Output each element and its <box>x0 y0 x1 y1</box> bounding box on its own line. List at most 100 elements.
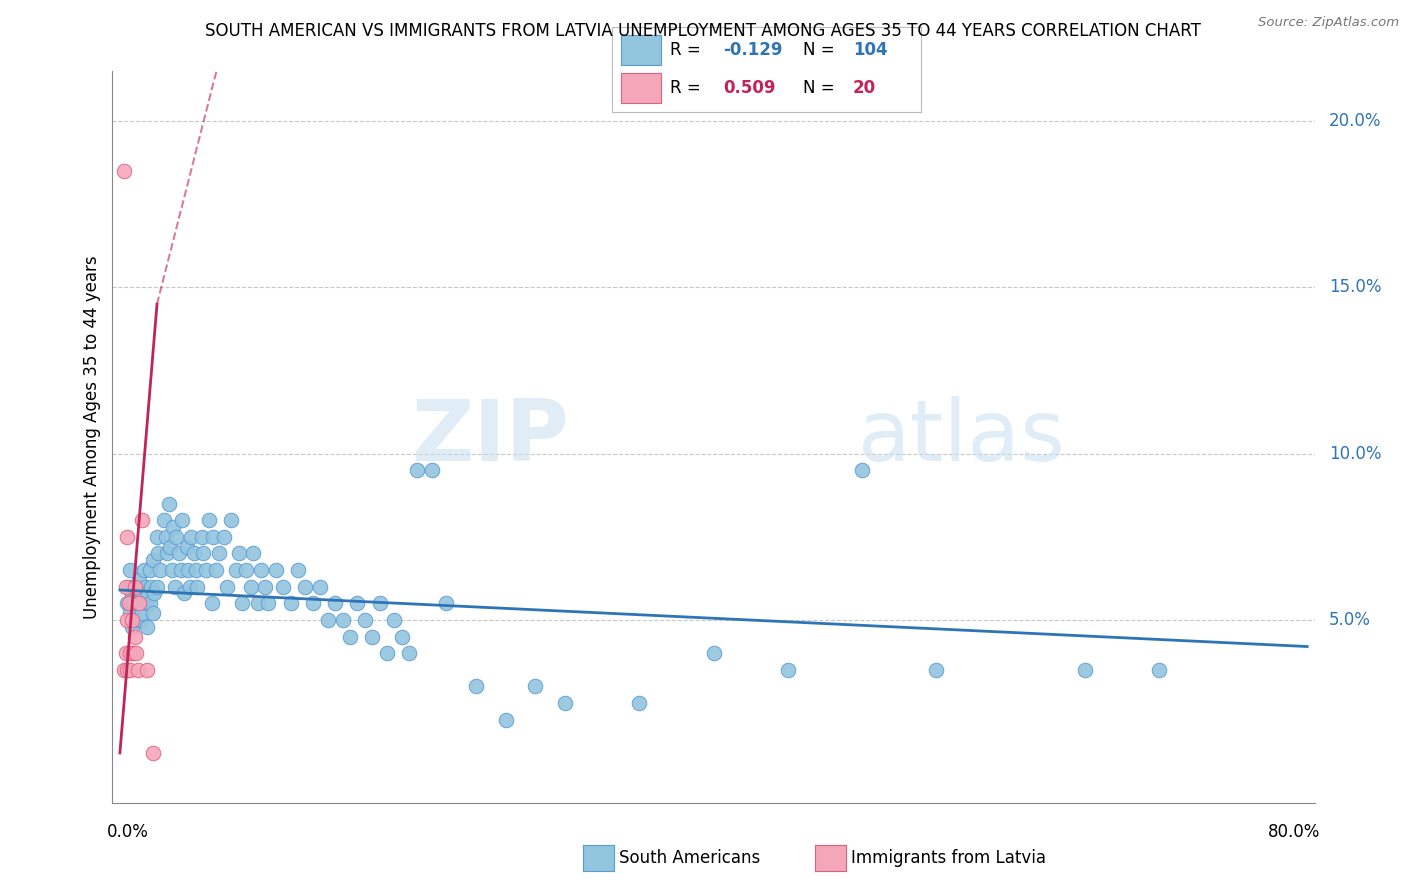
Point <box>170 563 193 577</box>
Point <box>495 713 517 727</box>
Point <box>169 546 191 560</box>
Text: -0.129: -0.129 <box>723 41 783 59</box>
Point <box>125 646 148 660</box>
Point <box>264 563 287 577</box>
Point <box>125 586 148 600</box>
Point <box>375 646 398 660</box>
Point <box>186 580 208 594</box>
Point <box>120 563 142 577</box>
Point <box>301 596 323 610</box>
Text: Immigrants from Latvia: Immigrants from Latvia <box>851 849 1046 867</box>
Point <box>405 463 427 477</box>
Point <box>165 530 187 544</box>
Point <box>524 680 547 694</box>
Point <box>851 463 873 477</box>
Point <box>136 586 159 600</box>
Point <box>239 580 262 594</box>
Point <box>122 646 145 660</box>
Point <box>135 596 157 610</box>
Text: South Americans: South Americans <box>619 849 759 867</box>
Point <box>127 596 149 610</box>
Point <box>208 546 231 560</box>
Point <box>120 607 142 621</box>
Point <box>115 646 138 660</box>
Point <box>280 596 302 610</box>
Point <box>149 563 172 577</box>
Point <box>141 553 163 567</box>
Point <box>139 580 162 594</box>
Point <box>135 619 157 633</box>
Y-axis label: Unemployment Among Ages 35 to 44 years: Unemployment Among Ages 35 to 44 years <box>83 255 101 619</box>
Text: 80.0%: 80.0% <box>1268 823 1320 841</box>
Text: R =: R = <box>671 79 702 97</box>
Point <box>146 580 169 594</box>
Text: 5.0%: 5.0% <box>1329 611 1371 629</box>
Point <box>118 580 141 594</box>
Point <box>776 663 799 677</box>
Point <box>271 580 294 594</box>
Point <box>135 663 157 677</box>
Point <box>361 630 384 644</box>
Point <box>124 580 146 594</box>
Point <box>202 530 225 544</box>
Point <box>201 596 224 610</box>
Point <box>124 613 146 627</box>
Point <box>128 596 150 610</box>
Point <box>183 546 205 560</box>
Point <box>155 530 177 544</box>
Bar <box>621 73 661 103</box>
Point <box>120 663 142 677</box>
Point <box>138 596 160 610</box>
Point <box>120 646 142 660</box>
Point <box>225 563 247 577</box>
Point <box>121 586 143 600</box>
Point <box>242 546 264 560</box>
Bar <box>621 36 661 65</box>
Point <box>254 580 277 594</box>
Point <box>157 497 180 511</box>
Point <box>131 586 153 600</box>
Point <box>177 563 200 577</box>
Point <box>180 530 202 544</box>
Point <box>153 513 176 527</box>
Point <box>228 546 250 560</box>
Point <box>346 596 368 610</box>
Point <box>163 580 186 594</box>
Point <box>176 540 198 554</box>
Point <box>112 164 135 178</box>
Point <box>131 607 153 621</box>
Point <box>316 613 339 627</box>
Point <box>353 613 375 627</box>
Point <box>121 613 143 627</box>
Point <box>554 696 576 710</box>
Point <box>1073 663 1095 677</box>
Point <box>121 619 143 633</box>
Text: ZIP: ZIP <box>412 395 569 479</box>
Point <box>129 613 152 627</box>
Point <box>143 586 166 600</box>
Point <box>1147 663 1170 677</box>
Point <box>702 646 725 660</box>
Point <box>309 580 332 594</box>
Point <box>118 596 141 610</box>
Point <box>436 596 458 610</box>
Text: 20: 20 <box>853 79 876 97</box>
Point <box>127 663 149 677</box>
Point <box>191 546 214 560</box>
Point <box>146 530 169 544</box>
Point <box>117 596 139 610</box>
Point <box>124 580 146 594</box>
Point <box>179 580 201 594</box>
Point <box>156 546 179 560</box>
Point <box>215 580 238 594</box>
Point <box>246 596 269 610</box>
Point <box>141 607 163 621</box>
Point <box>198 513 221 527</box>
Point <box>124 630 146 644</box>
Point <box>332 613 354 627</box>
Point <box>148 546 170 560</box>
Point <box>117 613 139 627</box>
Point <box>141 746 163 760</box>
Text: N =: N = <box>803 79 835 97</box>
Point <box>384 613 406 627</box>
